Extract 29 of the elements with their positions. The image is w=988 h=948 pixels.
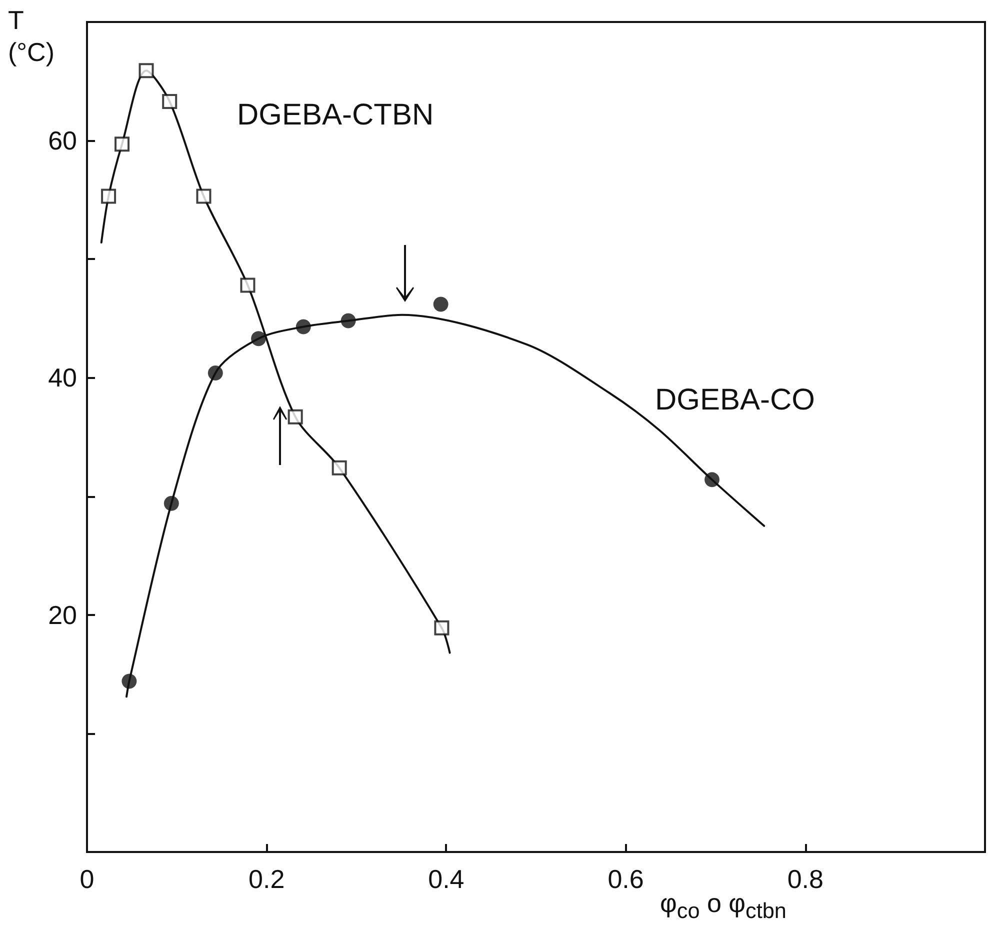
point: [208, 365, 223, 380]
x-tick-label: 0.2: [248, 864, 285, 894]
x-tick-label: 0.4: [428, 864, 464, 894]
y-tick-label: 20: [48, 600, 77, 630]
point: [433, 296, 448, 312]
y-axis-title: T (°C): [8, 5, 54, 67]
point: [332, 460, 347, 476]
point: [251, 331, 266, 346]
y-tick-label: 60: [48, 126, 77, 156]
point: [122, 674, 137, 689]
x-axis-title: φ$_{co}$ o φ$_{ctbn}$: [660, 888, 786, 924]
x-tick-label: 0.8: [787, 864, 824, 894]
point: [288, 409, 303, 424]
point: [434, 620, 450, 636]
x-tick-label: 0.6: [608, 864, 644, 894]
point: [196, 188, 212, 204]
text: DGEBA-CO: [655, 384, 816, 416]
point: [101, 188, 116, 204]
x-tick-label: 0: [80, 864, 94, 894]
y-tick-label: 40: [48, 362, 77, 393]
point: [240, 278, 256, 293]
point: [164, 496, 179, 511]
point: [114, 136, 130, 152]
point: [138, 63, 154, 78]
text: DGEBA-CTBN: [237, 98, 434, 132]
point: [162, 94, 178, 109]
point: [704, 472, 720, 488]
point: [340, 313, 356, 328]
point: [296, 319, 311, 334]
